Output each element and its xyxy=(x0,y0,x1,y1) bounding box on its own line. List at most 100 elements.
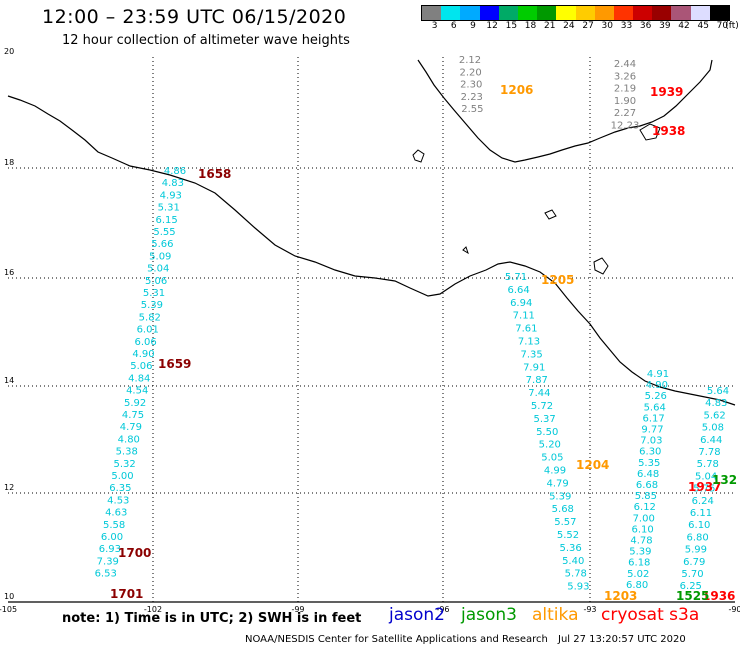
island-3 xyxy=(593,257,609,275)
colorbar-tick-label: 27 xyxy=(582,21,594,31)
pass-label: 1936 xyxy=(702,589,735,603)
island-5 xyxy=(639,123,661,141)
swh-value: 6.94 xyxy=(510,298,532,309)
swh-value: 6.53 xyxy=(95,569,117,580)
swh-value: 7.91 xyxy=(523,362,545,373)
swh-value: 2.27 xyxy=(614,108,636,119)
swh-value: 6.12 xyxy=(634,502,656,513)
map-subtitle: 12 hour collection of altimeter wave hei… xyxy=(62,33,350,48)
swh-value: 5.66 xyxy=(151,239,173,250)
swh-value: 4.83 xyxy=(705,398,727,409)
swh-value: 6.80 xyxy=(626,580,648,591)
pass-label: 1937 xyxy=(688,480,721,494)
colorbar-tick-label: 3 xyxy=(431,21,438,31)
swh-value: 6.64 xyxy=(507,285,529,296)
island-1 xyxy=(412,149,425,163)
map-axis-labels: -105 -102 -99 -96 -93 -90 20 18 16 14 12 10 xyxy=(0,47,740,614)
swh-value: 5.52 xyxy=(557,530,579,541)
swh-value: 7.87 xyxy=(526,375,548,386)
colorbar-tick-label: 42 xyxy=(678,21,690,31)
colorbar-swatch xyxy=(460,6,480,20)
swh-value: 5.75 xyxy=(693,484,715,495)
swh-value: 6.11 xyxy=(690,508,712,519)
pass-label: 1659 xyxy=(158,357,191,371)
swh-value: 4.90 xyxy=(132,349,154,360)
swh-value: 5.38 xyxy=(116,447,138,458)
footer-credit: NOAA/NESDIS Center for Satellite Applica… xyxy=(245,634,548,645)
colorbar-tick-label: 18 xyxy=(524,21,537,31)
colorbar-swatch xyxy=(671,6,691,20)
swh-value: 5.04 xyxy=(695,471,717,482)
colorbar-tick-label: 45 xyxy=(697,21,709,31)
colorbar-swatch xyxy=(422,6,442,20)
colorbar-tick-label: 33 xyxy=(620,21,633,31)
swh-value: 5.64 xyxy=(707,386,729,397)
swh-value: 5.71 xyxy=(505,272,527,283)
swh-value: 7.00 xyxy=(633,513,655,524)
swh-value: 5.00 xyxy=(111,471,133,482)
colorbar-unit-label: (ft) xyxy=(725,21,739,31)
colorbar-swatch xyxy=(479,6,499,20)
swh-values: 4.864.834.935.316.155.555.665.095.045.06… xyxy=(95,55,730,593)
swh-value: 5.40 xyxy=(562,556,584,567)
gulf-of-mexico-coastline xyxy=(417,59,713,163)
colorbar-tick-label: 21 xyxy=(543,21,556,31)
swh-value: 5.72 xyxy=(531,401,553,412)
swh-value: 6.93 xyxy=(99,544,121,555)
colorbar-swatch xyxy=(690,6,710,20)
colorbar-tick-label: 15 xyxy=(505,21,518,31)
swh-value: 5.36 xyxy=(559,543,581,554)
swh-value: 5.78 xyxy=(565,569,587,580)
swh-value: 4.80 xyxy=(118,434,140,445)
swh-value: 7.39 xyxy=(97,556,119,567)
swh-value: 7.11 xyxy=(513,311,535,322)
coastline xyxy=(7,59,736,406)
swh-value: 5.85 xyxy=(635,491,657,502)
swh-value: 4.78 xyxy=(630,536,652,547)
swh-value: 1.90 xyxy=(614,96,636,107)
swh-value: 4.91 xyxy=(647,369,669,380)
lat-label: 20 xyxy=(4,47,14,56)
swh-value: 5.35 xyxy=(638,458,660,469)
swh-value: 5.06 xyxy=(145,276,167,287)
swh-value: 6.68 xyxy=(636,480,658,491)
swh-value: 6.80 xyxy=(686,532,708,543)
lat-label: 18 xyxy=(4,158,14,167)
swh-value: 5.92 xyxy=(124,398,146,409)
pass-label: 1203 xyxy=(604,589,637,603)
swh-value: 5.39 xyxy=(629,547,651,558)
swh-value: 2.19 xyxy=(614,84,636,95)
pass-label: 1939 xyxy=(650,85,683,99)
map-gridlines xyxy=(8,57,735,603)
swh-value: 5.93 xyxy=(567,582,589,593)
swh-value: 5.70 xyxy=(681,569,703,580)
swh-value: 12.23 xyxy=(611,121,640,132)
swh-value: 4.90 xyxy=(646,380,668,391)
swh-value: 6.79 xyxy=(683,557,705,568)
swh-value: 5.68 xyxy=(552,504,574,515)
colorbar-tick-label: 24 xyxy=(563,21,575,31)
pass-label: 1701 xyxy=(110,587,143,601)
pass-label: 1938 xyxy=(652,124,685,138)
swh-value: 2.30 xyxy=(460,80,482,91)
legend-item-jason2: jason2 xyxy=(389,605,445,625)
swh-value: 5.50 xyxy=(536,427,558,438)
swh-value: 6.10 xyxy=(688,520,710,531)
colorbar-swatch xyxy=(575,6,595,20)
swh-value: 5.08 xyxy=(702,423,724,434)
swh-value: 4.75 xyxy=(122,410,144,421)
swh-value: 6.35 xyxy=(109,483,131,494)
lon-label: -90 xyxy=(728,605,740,614)
footer-timestamp: Jul 27 13:20:57 UTC 2020 xyxy=(558,634,686,645)
swh-value: 2.44 xyxy=(614,59,636,70)
swh-value: 4.63 xyxy=(105,508,127,519)
swh-value: 4.83 xyxy=(162,178,184,189)
colorbar-swatch xyxy=(556,6,576,20)
lon-label: -105 xyxy=(0,605,17,614)
swh-value: 5.39 xyxy=(549,491,571,502)
swh-value: 5.20 xyxy=(539,440,561,451)
swh-value: 7.78 xyxy=(698,447,720,458)
colorbar-swatch xyxy=(537,6,557,20)
island-2 xyxy=(544,209,557,220)
lon-label: -102 xyxy=(144,605,162,614)
